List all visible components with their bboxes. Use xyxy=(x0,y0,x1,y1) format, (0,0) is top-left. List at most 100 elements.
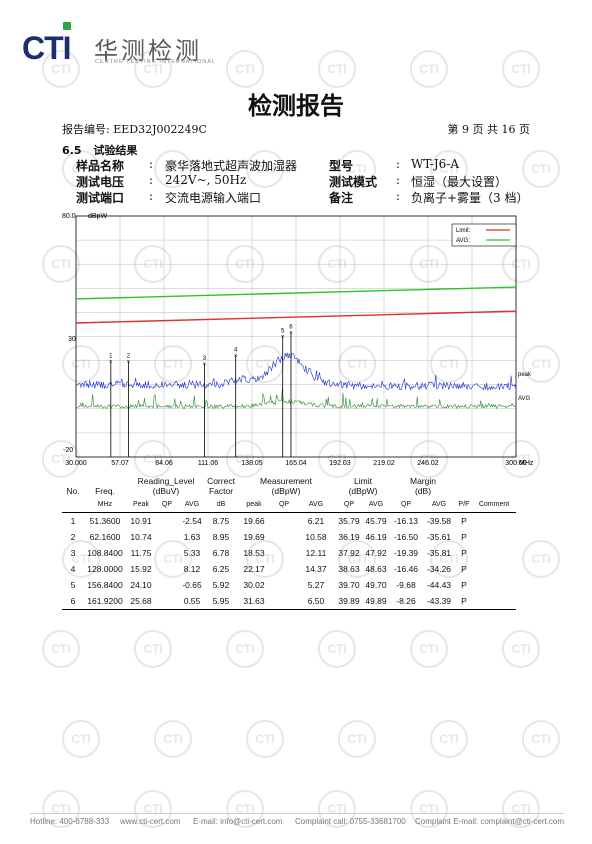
section-number: 6.5 xyxy=(62,144,82,157)
column-subheader: dB xyxy=(206,496,236,513)
table-cell: P xyxy=(461,548,467,558)
table-cell: 51.3600 xyxy=(89,516,121,526)
avg-trace-label: AVG xyxy=(518,396,531,402)
table-cell: 108.8400 xyxy=(87,548,123,558)
watermark-seal: CTI xyxy=(430,540,468,578)
x-unit-label: MHz xyxy=(519,460,534,467)
table-cell: P xyxy=(461,564,467,574)
table-cell: 39.70 xyxy=(338,580,360,590)
table-row: 2 62.1600 10.74 1.63 8.95 19.69 10.58 36.19 46.1… xyxy=(62,529,516,545)
table-cell: -9.68 xyxy=(396,580,416,590)
column-header: Reading_Level (dBuV) xyxy=(137,476,195,496)
marker-x: × xyxy=(281,334,285,340)
section-heading: 6.5 试验结果 xyxy=(62,142,137,158)
note-value: 负离子+雾量（3 档） xyxy=(411,191,529,205)
column-subheader: Peak xyxy=(126,496,156,513)
table-cell: 35.79 xyxy=(338,516,360,526)
port-label: 测试端口 xyxy=(76,191,125,205)
table-cell: 1.63 xyxy=(183,532,201,542)
watermark-seal: CTI xyxy=(154,540,192,578)
table-cell: 3 xyxy=(70,548,76,558)
watermark-seal: CTI xyxy=(246,540,284,578)
watermark-seal: CTI xyxy=(522,540,560,578)
y-unit-label: dBpW xyxy=(88,213,107,220)
report-number: 报告编号: EED32J002249C xyxy=(62,123,207,136)
column-subheader: peak xyxy=(236,496,272,513)
watermark-seal: CTI xyxy=(522,150,560,188)
table-cell: 5.27 xyxy=(307,580,325,590)
watermark-seal: CTI xyxy=(502,790,540,828)
brand-name-en: CENTRE TESTING INTERNATIONAL xyxy=(95,59,217,65)
sample-label: 样品名称 xyxy=(76,159,125,173)
marker-label: 1 xyxy=(109,353,113,359)
legend-limit: Limit: xyxy=(456,228,471,234)
watermark-seal: CTI xyxy=(410,50,448,88)
column-header: Freq. xyxy=(95,486,115,496)
table-cell: 25.68 xyxy=(126,593,156,610)
table-cell xyxy=(156,513,178,530)
table-cell xyxy=(156,545,178,561)
watermark-seal: CTI xyxy=(338,720,376,758)
watermark-seal: CTI xyxy=(134,630,172,668)
table-cell: 6.21 xyxy=(307,516,325,526)
watermark-seal: CTI xyxy=(338,150,376,188)
watermark-seal: CTI xyxy=(502,50,540,88)
table-cell: 30.02 xyxy=(243,580,265,590)
watermark-seal: CTI xyxy=(246,150,284,188)
footer-email: E-mail: info@cti-cert.com xyxy=(193,817,283,826)
table-cell: 8.12 xyxy=(183,564,201,574)
watermark-seal: CTI xyxy=(226,440,264,478)
sample-value: 豪华落地式超声波加湿器 xyxy=(165,159,298,173)
table-cell xyxy=(272,529,296,545)
watermark-seal: CTI xyxy=(134,790,172,828)
table-cell: 1 xyxy=(70,516,76,526)
table-cell: 6 xyxy=(62,593,84,610)
column-subheader: AVG xyxy=(362,496,390,513)
table-row: 6 161.9200 25.68 0.55 5.95 31.63 6.50 39.89 49.8… xyxy=(62,593,516,610)
model-value: WT-J6-A xyxy=(411,157,460,171)
watermark-seal: CTI xyxy=(226,630,264,668)
column-subheader: QP xyxy=(390,496,422,513)
colon: : xyxy=(396,157,401,171)
x-tick-label: 165.04 xyxy=(285,460,307,467)
watermark-seal: CTI xyxy=(62,150,100,188)
x-tick-label: 111.06 xyxy=(198,460,218,467)
table-cell xyxy=(156,529,178,545)
traces xyxy=(75,286,517,410)
table-cell: 5.33 xyxy=(183,548,201,558)
avg-trace xyxy=(75,389,517,410)
table-cell: 62.1600 xyxy=(89,532,121,542)
watermark-seal: CTI xyxy=(134,440,172,478)
table-cell xyxy=(156,561,178,577)
limit-line xyxy=(75,310,517,324)
x-tick-label: 300.00 xyxy=(505,460,527,467)
watermark-seal: CTI xyxy=(338,540,376,578)
table-cell: -16.13 xyxy=(393,516,419,526)
mode-value: 恒湿（最大设置） xyxy=(411,175,508,189)
plot-frame xyxy=(75,215,517,458)
watermark-seal: CTI xyxy=(62,720,100,758)
logo-accent xyxy=(63,22,71,30)
table-cell: 10.91 xyxy=(130,516,152,526)
column-subheader: AVG xyxy=(296,496,336,513)
marker-label: 3 xyxy=(203,356,207,362)
table-row: 4 128.0000 15.92 8.12 6.25 22.17 14.37 38.63 48.… xyxy=(62,561,516,577)
table-cell: -34.26 xyxy=(426,564,452,574)
marker-label: 2 xyxy=(127,353,131,359)
column-subheader: Comment xyxy=(472,496,516,513)
table-cell: 5.92 xyxy=(212,580,230,590)
table-cell: 161.9200 xyxy=(84,593,126,610)
column-header: Margin (dB) xyxy=(410,476,436,496)
table-cell xyxy=(156,577,178,593)
table-cell: 6.25 xyxy=(212,564,230,574)
table-cell: 37.92 xyxy=(338,548,360,558)
footer-complaint-email: Complaint E-mail: complaint@cti-cert.com xyxy=(415,817,565,826)
table-cell: 8.75 xyxy=(212,516,230,526)
brand-name-cn: 华测检测 xyxy=(94,37,202,65)
table-row: 5 156.8400 24.10 -0.65 5.92 30.02 5.27 39.70 49.… xyxy=(62,577,516,593)
table-cell: 48.63 xyxy=(365,564,387,574)
x-ticks: 30.000 57.07 84.06 111.06 138.05 165.04 192.03… xyxy=(65,460,527,467)
table-cell: 31.63 xyxy=(236,593,272,610)
table-cell xyxy=(472,577,516,593)
table-cell: 39.89 xyxy=(336,593,362,610)
